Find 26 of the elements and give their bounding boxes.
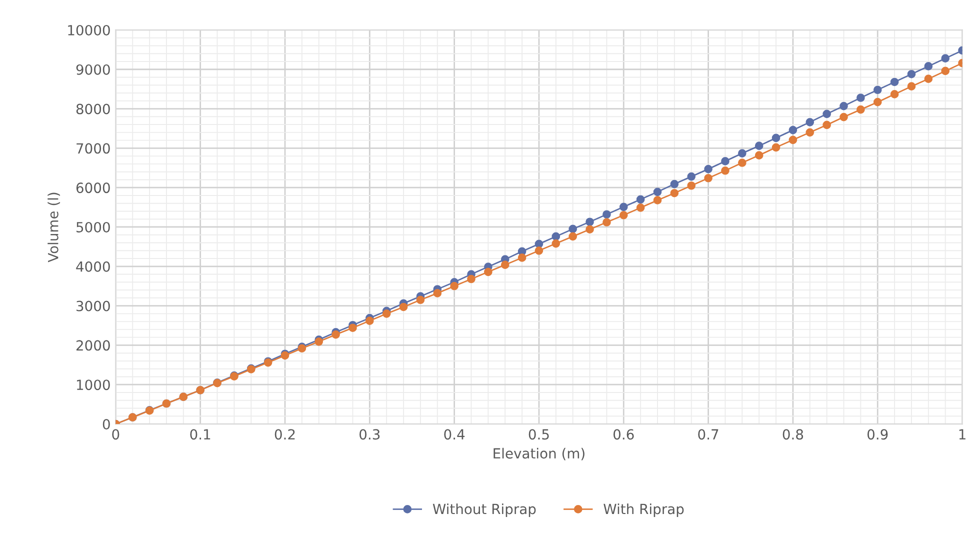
x-tick-label: 0.4 (444, 429, 465, 440)
y-tick-label: 0 (102, 418, 110, 430)
y-tick-label: 10000 (68, 24, 110, 36)
legend-label: Without Riprap (432, 503, 536, 517)
x-tick-label: 0.1 (190, 429, 210, 440)
x-tick-label: 0.8 (782, 429, 804, 440)
y-tick-label: 4000 (76, 261, 110, 272)
y-tick-label: 2000 (76, 340, 110, 351)
legend-label: With Riprap (604, 503, 684, 517)
x-tick-label: 0 (112, 429, 120, 440)
x-tick-label: 0.6 (614, 429, 634, 440)
x-tick-label: 0.7 (698, 429, 718, 440)
y-tick-label: 7000 (76, 143, 110, 154)
y-tick-label: 8000 (76, 104, 110, 114)
y-tick-label: 3000 (76, 300, 110, 312)
x-tick-label: 0.5 (528, 429, 549, 440)
y-axis-title: Volume (l) (48, 192, 60, 262)
y-tick-label: 6000 (76, 182, 110, 194)
x-axis-title: Elevation (m) (494, 448, 584, 460)
x-tick-label: 0.9 (867, 429, 888, 440)
y-tick-label: 5000 (76, 222, 110, 232)
y-tick-label: 1000 (76, 380, 110, 390)
x-tick-label: 0.3 (360, 429, 380, 440)
y-tick-label: 9000 (76, 64, 110, 75)
x-tick-label: 0.2 (274, 429, 295, 440)
x-tick-label: 1 (959, 429, 966, 440)
